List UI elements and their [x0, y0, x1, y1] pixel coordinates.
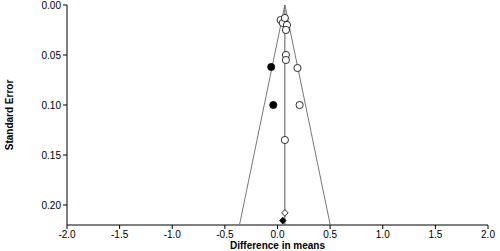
x-tick-label: -1.0: [164, 229, 182, 240]
y-tick: [63, 55, 67, 56]
y-tick-label: 0.15: [42, 150, 62, 161]
y-tick: [63, 155, 67, 156]
adjusted-diamond: [280, 217, 286, 224]
study-point: [282, 26, 289, 33]
y-tick: [63, 205, 67, 206]
y-tick-label: 0.00: [42, 0, 62, 11]
x-tick-label: 1.5: [428, 229, 442, 240]
observed-diamond: [282, 210, 288, 217]
imputed-point: [268, 63, 275, 70]
funnel-plot: 0.00 0.05 0.10 0.15 0.20 -2.0 -1.5 -1.0 -0.5 0.0 0…: [0, 0, 500, 251]
x-tick-label: -1.5: [111, 229, 129, 240]
x-tick-label: 0.5: [323, 229, 337, 240]
x-tick-label: -0.5: [216, 229, 234, 240]
y-tick-label: 0.05: [42, 50, 62, 61]
y-tick-label: 0.20: [42, 200, 62, 211]
study-point: [281, 14, 288, 21]
y-tick-label: 0.10: [42, 100, 62, 111]
study-point: [281, 136, 288, 143]
x-tick-label: 0.0: [271, 229, 285, 240]
x-axis-title: Difference in means: [230, 240, 325, 251]
y-tick: [63, 105, 67, 106]
x-tick-label: 2.0: [481, 229, 495, 240]
y-axis: [67, 5, 68, 225]
funnel-left: [239, 5, 284, 225]
x-tick-label: 1.0: [376, 229, 390, 240]
combined-line: [284, 5, 285, 225]
plot-area: [239, 5, 330, 225]
x-tick-label: -2.0: [58, 229, 76, 240]
y-axis-title: Standard Error: [4, 80, 15, 151]
y-tick: [63, 5, 67, 6]
funnel-right: [285, 5, 330, 225]
study-point: [296, 101, 303, 108]
imputed-point: [270, 101, 277, 108]
study-point: [282, 56, 289, 63]
study-point: [294, 64, 301, 71]
